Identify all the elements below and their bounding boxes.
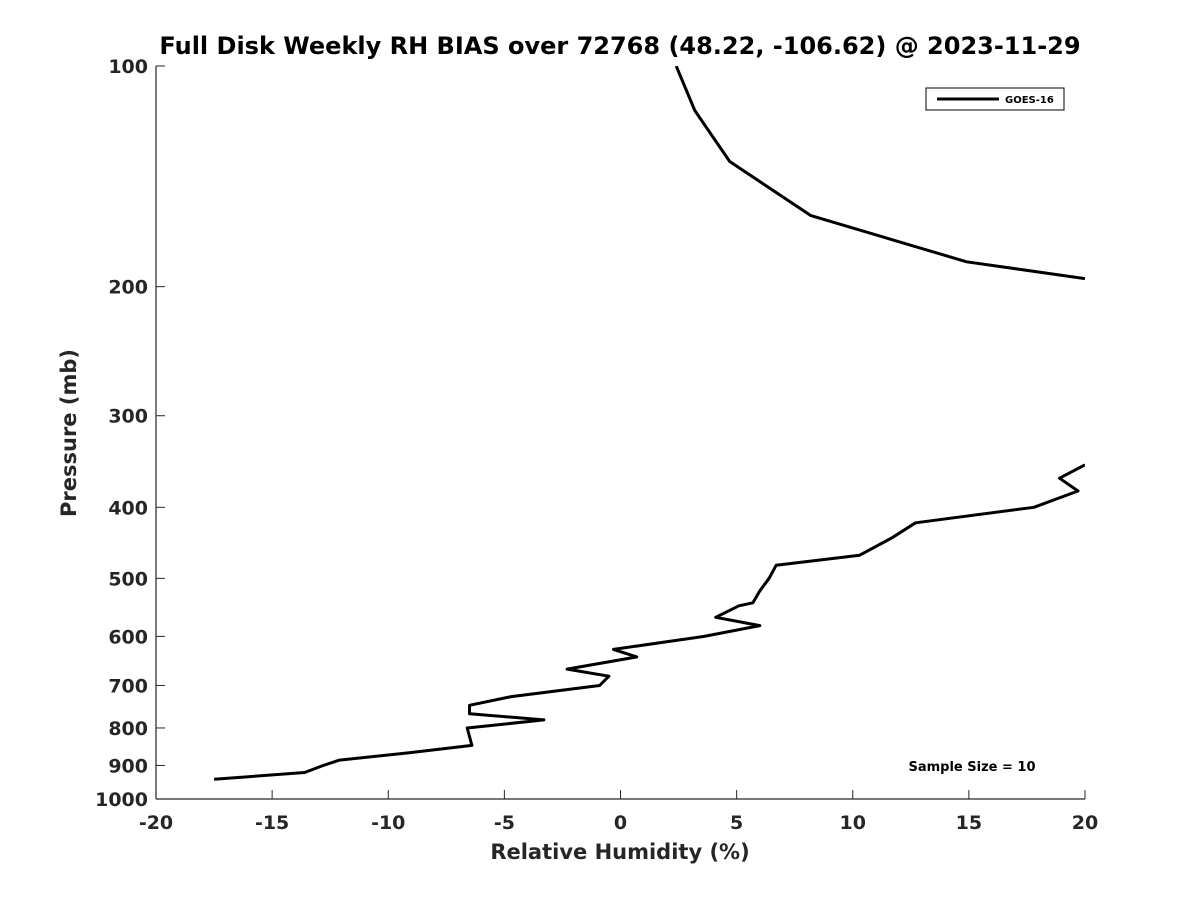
y-tick-label: 900 bbox=[108, 755, 148, 777]
x-tick-label: -5 bbox=[494, 812, 515, 834]
y-tick-label: 100 bbox=[108, 56, 148, 78]
y-tick-label: 300 bbox=[108, 406, 148, 428]
axes-layer: -20 -15 -10 -5 0 5 10 15 20 100 200 300 400 500 600 700… bbox=[95, 56, 1098, 834]
y-tick-label: 500 bbox=[108, 568, 148, 590]
x-tick-label: -10 bbox=[371, 812, 405, 834]
y-tick-label: 600 bbox=[108, 626, 148, 648]
series-line-lower-segment bbox=[213, 463, 1085, 781]
plot-area bbox=[156, 66, 1085, 799]
y-tick-label: 1000 bbox=[95, 789, 148, 811]
x-tick-label: 15 bbox=[956, 812, 982, 834]
series-line-upper-segment bbox=[674, 66, 1085, 281]
y-tick-label: 700 bbox=[108, 675, 148, 697]
y-tick-label: 800 bbox=[108, 718, 148, 740]
x-axis-label: Relative Humidity (%) bbox=[490, 840, 749, 864]
y-tick-label: 400 bbox=[108, 497, 148, 519]
x-tick-label: 10 bbox=[840, 812, 866, 834]
x-tick-label: -15 bbox=[255, 812, 289, 834]
chart-title: Full Disk Weekly RH BIAS over 72768 (48.… bbox=[159, 32, 1080, 60]
x-tick-label: 5 bbox=[730, 812, 743, 834]
x-tick-label: 20 bbox=[1072, 812, 1098, 834]
x-tick-label: -20 bbox=[139, 812, 173, 834]
y-axis-label: Pressure (mb) bbox=[57, 349, 81, 517]
sample-size-annotation: Sample Size = 10 bbox=[908, 760, 1035, 775]
y-tick-label: 200 bbox=[108, 277, 148, 299]
x-tick-label: 0 bbox=[614, 812, 627, 834]
legend-label-goes-16: GOES-16 bbox=[1005, 95, 1054, 106]
data-layer bbox=[213, 66, 1085, 781]
legend: GOES-16 bbox=[925, 87, 1065, 111]
